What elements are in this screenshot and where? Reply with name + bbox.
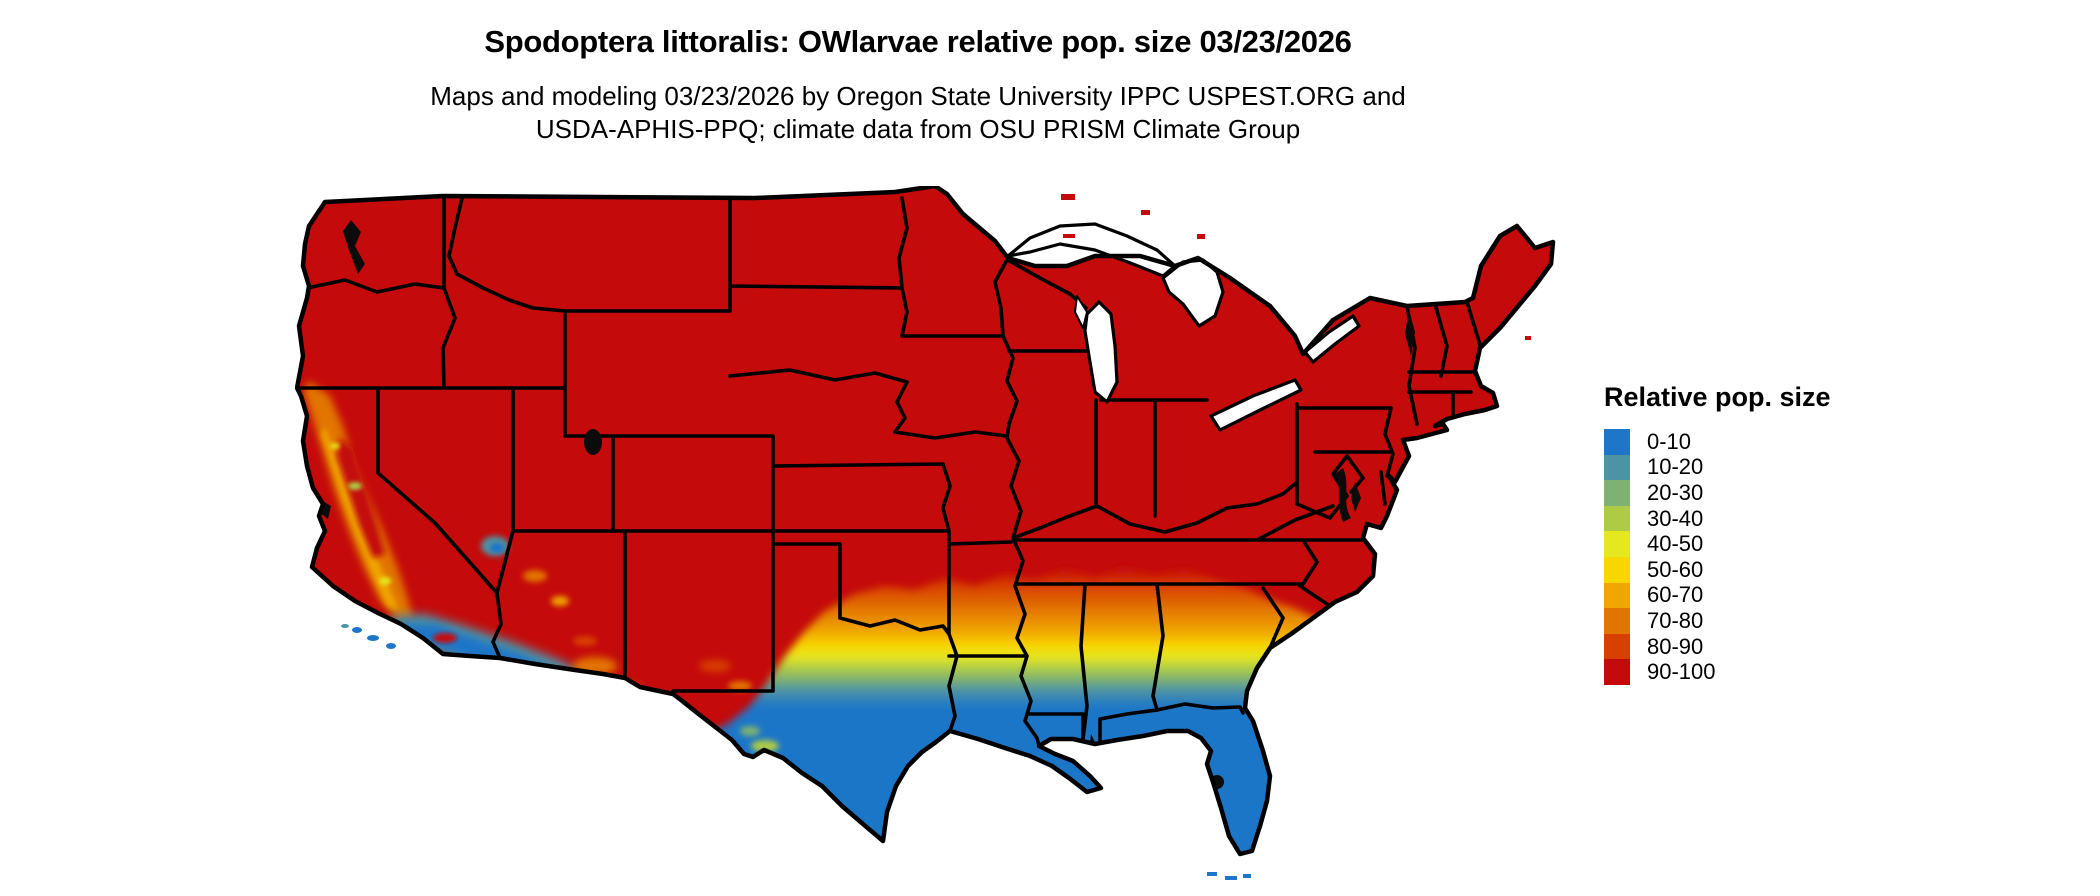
legend-swatch-0-10 [1604, 429, 1630, 455]
us-map-svg [294, 183, 1556, 880]
figure-header: Spodoptera littoralis: OWlarvae relative… [0, 0, 1836, 146]
great-salt-lake [584, 429, 602, 455]
arizona-redorange [573, 636, 597, 646]
legend-label: 20-30 [1647, 479, 1704, 505]
state-borders [297, 192, 1483, 748]
legend-swatch-20-30 [1604, 480, 1630, 506]
legend-item: 20-30 [1604, 480, 1831, 506]
florida-keys-2 [1225, 876, 1237, 880]
legend-swatch-60-70 [1604, 582, 1630, 609]
maine-coast-speck [1535, 258, 1541, 262]
legend-label: 50-60 [1647, 556, 1704, 582]
channel-island-1 [352, 627, 362, 633]
legend: Relative pop. size 0-10 10-20 20-30 30-4… [1604, 382, 1831, 685]
legend-label: 90-100 [1647, 659, 1716, 685]
canada-red-speck-3 [1197, 234, 1205, 239]
lake-champlain [1405, 310, 1415, 356]
legend-item: 90-100 [1604, 659, 1831, 685]
legend-label: 60-70 [1647, 582, 1704, 608]
us-outline-stroke [294, 183, 1556, 857]
florida-keys-1 [1207, 872, 1217, 876]
chesapeake-bay-east-arm [1351, 482, 1361, 512]
legend-swatch-80-90 [1604, 633, 1630, 660]
channel-island-4 [341, 624, 349, 628]
lake-michigan [1083, 300, 1119, 404]
legend-item: 70-80 [1604, 608, 1831, 634]
bigbend-green [751, 740, 779, 752]
us-map [294, 183, 1560, 891]
chesapeake-bay [1335, 468, 1351, 522]
central-valley-red-core [337, 438, 385, 558]
legend-swatch-70-80 [1604, 608, 1630, 634]
grandcanyon-yellow-patch [551, 596, 569, 606]
california-green-fleck [348, 482, 362, 490]
page-title: Spodoptera littoralis: OWlarvae relative… [484, 24, 1352, 59]
legend-label: 30-40 [1647, 505, 1704, 531]
legend-item: 40-50 [1604, 531, 1831, 557]
stgeorge-orange-patch [523, 570, 547, 582]
legend-item: 60-70 [1604, 582, 1831, 609]
legend-label: 70-80 [1647, 607, 1704, 633]
great-lakes [1006, 222, 1361, 432]
legend-rows: 0-10 10-20 20-30 30-40 40-50 50-60 60-70 [1604, 429, 1831, 685]
map-specks [341, 194, 1541, 880]
subtitle-line-2: USDA-APHIS-PPQ; climate data from OSU PR… [535, 114, 1301, 144]
california-yellow-fleck [379, 577, 391, 585]
arizona-orange-2 [641, 705, 669, 717]
legend-swatch-50-60 [1604, 556, 1630, 583]
vegas-blue-patch [490, 543, 504, 553]
legend-swatch-10-20 [1604, 454, 1630, 481]
channel-island-3 [386, 643, 396, 649]
puget-sound [343, 220, 365, 274]
legend-label: 0-10 [1647, 428, 1692, 454]
canada-red-speck-1 [1061, 194, 1075, 200]
florida-keys-3 [1243, 874, 1251, 878]
legend-item: 10-20 [1604, 454, 1831, 481]
legend-swatch-40-50 [1604, 531, 1630, 557]
newengland-coast-speck [1525, 336, 1531, 340]
legend-label: 40-50 [1647, 531, 1704, 557]
subtitle-line-1: Maps and modeling 03/23/2026 by Oregon S… [430, 81, 1406, 111]
us-landmass-base [297, 186, 1553, 854]
legend-item: 0-10 [1604, 429, 1831, 455]
legend-swatch-30-40 [1604, 505, 1630, 532]
legend-item: 30-40 [1604, 505, 1831, 532]
legend-label: 80-90 [1647, 633, 1704, 659]
isle-royale-speck [1063, 234, 1075, 238]
lake-erie [1209, 378, 1303, 432]
newmexico-orange [728, 681, 752, 691]
channel-island-2 [367, 635, 379, 641]
bigbend-teal [740, 726, 760, 736]
socal-red-mountain-1 [433, 633, 457, 643]
legend-label: 10-20 [1647, 454, 1704, 480]
california-yellow-band [321, 426, 399, 611]
green-bay [1074, 295, 1088, 329]
legend-item: 50-60 [1604, 556, 1831, 583]
newmexico-redorange [699, 660, 731, 672]
canada-red-speck-2 [1141, 210, 1150, 215]
socal-red-mountain-2 [491, 662, 509, 670]
legend-item: 80-90 [1604, 633, 1831, 660]
legend-title: Relative pop. size [1604, 382, 1831, 412]
california-yellow-fleck-2 [330, 443, 340, 449]
legend-swatch-90-100 [1604, 659, 1630, 685]
lake-ontario [1303, 314, 1361, 364]
